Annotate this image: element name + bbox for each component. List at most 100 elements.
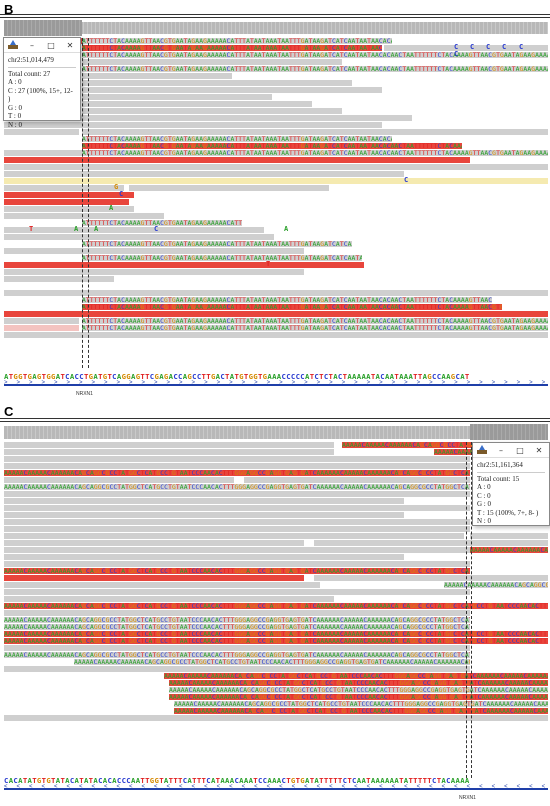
alignment-read[interactable] — [74, 659, 470, 665]
alignment-read[interactable] — [314, 575, 548, 581]
panel-c-coverage-track[interactable] — [4, 426, 548, 439]
alignment-read[interactable] — [82, 115, 412, 121]
popup-titlebar[interactable]: – □ ✕ — [4, 38, 80, 53]
alignment-read[interactable] — [4, 631, 548, 637]
alignment-read[interactable] — [4, 157, 470, 163]
alignment-read[interactable] — [470, 533, 548, 539]
alignment-read[interactable] — [4, 199, 129, 205]
alignment-read[interactable] — [4, 192, 134, 198]
alignment-read[interactable] — [4, 206, 134, 212]
panel-c-reads-track[interactable]: AAAAACAAAAACAAAAAACAGCAGGCGCCTATGGCTCATG… — [4, 442, 548, 762]
panel-c-gene-track[interactable]: <<<<<<<<<<<<<<<<<<<<<<<<<<<<<<<<<<<<<<<<… — [4, 784, 548, 791]
alignment-read[interactable] — [82, 101, 312, 107]
alignment-read[interactable] — [169, 694, 548, 700]
alignment-read[interactable] — [4, 463, 470, 469]
alignment-read[interactable] — [4, 624, 470, 630]
alignment-read[interactable] — [4, 171, 404, 177]
alignment-read[interactable] — [4, 234, 274, 240]
alignment-read[interactable] — [4, 332, 548, 338]
alignment-read[interactable] — [4, 269, 304, 275]
alignment-read[interactable] — [4, 652, 470, 658]
alignment-read[interactable] — [82, 220, 242, 226]
alignment-read[interactable] — [4, 276, 114, 282]
alignment-read[interactable] — [4, 185, 124, 191]
alignment-read[interactable] — [4, 715, 548, 721]
alignment-read[interactable] — [4, 318, 79, 324]
alignment-read[interactable] — [470, 547, 548, 553]
alignment-read[interactable] — [4, 442, 334, 448]
alignment-read[interactable] — [4, 512, 404, 518]
alignment-read[interactable] — [4, 589, 470, 595]
alignment-read[interactable] — [4, 484, 470, 490]
alignment-read[interactable] — [342, 442, 548, 448]
alignment-read[interactable] — [4, 610, 470, 616]
alignment-read[interactable] — [4, 470, 470, 476]
alignment-read[interactable] — [174, 701, 548, 707]
panel-c-popup[interactable]: – □ ✕ chr2:51,161,364 Total count: 15 A … — [472, 442, 550, 526]
alignment-read[interactable] — [82, 325, 548, 331]
alignment-read[interactable] — [82, 52, 548, 58]
panel-c-coverage-track-right[interactable] — [470, 424, 548, 440]
alignment-read[interactable] — [4, 122, 84, 128]
alignment-read[interactable] — [4, 526, 470, 532]
alignment-read[interactable] — [82, 59, 342, 65]
alignment-read[interactable] — [4, 227, 264, 233]
alignment-read[interactable] — [4, 638, 548, 644]
alignment-read[interactable] — [82, 108, 342, 114]
alignment-read[interactable] — [4, 596, 334, 602]
alignment-read[interactable] — [4, 554, 404, 560]
alignment-read[interactable] — [169, 680, 548, 686]
alignment-read[interactable] — [82, 122, 382, 128]
alignment-read[interactable] — [4, 290, 548, 296]
alignment-read[interactable] — [4, 519, 470, 525]
alignment-read[interactable] — [4, 505, 470, 511]
maximize-icon[interactable]: □ — [47, 40, 55, 50]
alignment-read[interactable] — [4, 645, 470, 651]
alignment-read[interactable] — [4, 178, 548, 184]
alignment-read[interactable] — [82, 297, 492, 303]
alignment-read[interactable] — [4, 561, 470, 567]
alignment-read[interactable] — [129, 185, 329, 191]
alignment-read[interactable] — [384, 45, 548, 51]
alignment-read[interactable] — [82, 255, 362, 261]
alignment-read[interactable] — [4, 491, 470, 497]
alignment-read[interactable] — [82, 304, 502, 310]
alignment-read[interactable] — [4, 477, 234, 483]
alignment-read[interactable] — [4, 582, 320, 588]
alignment-read[interactable] — [82, 45, 382, 51]
alignment-read[interactable] — [4, 449, 334, 455]
minimize-icon[interactable]: – — [499, 445, 503, 455]
alignment-read[interactable] — [4, 666, 470, 672]
panel-b-coverage-track[interactable] — [4, 22, 548, 34]
alignment-read[interactable] — [4, 547, 470, 553]
alignment-read[interactable] — [82, 241, 352, 247]
panel-b-reads-track[interactable]: ATTTTTTCTACAAAAGTTAACGTGAATAGAAGAAAAACAT… — [4, 38, 548, 368]
alignment-read[interactable] — [4, 164, 548, 170]
alignment-read[interactable] — [82, 136, 392, 142]
alignment-read[interactable] — [82, 129, 548, 135]
alignment-read[interactable] — [169, 687, 548, 693]
alignment-read[interactable] — [82, 318, 548, 324]
alignment-read[interactable] — [4, 533, 464, 539]
alignment-read[interactable] — [4, 456, 470, 462]
alignment-read[interactable] — [174, 708, 548, 714]
alignment-read[interactable] — [4, 575, 304, 581]
alignment-read[interactable] — [4, 325, 79, 331]
alignment-read[interactable] — [4, 129, 79, 135]
close-icon[interactable]: ✕ — [66, 40, 74, 50]
alignment-read[interactable] — [444, 582, 548, 588]
minimize-icon[interactable]: – — [30, 40, 34, 50]
panel-b-coverage-track-left[interactable] — [4, 20, 82, 36]
alignment-read[interactable] — [4, 498, 404, 504]
alignment-read[interactable] — [4, 617, 470, 623]
alignment-read[interactable] — [314, 540, 548, 546]
alignment-read[interactable] — [4, 568, 470, 574]
alignment-read[interactable] — [82, 80, 352, 86]
maximize-icon[interactable]: □ — [516, 445, 524, 455]
alignment-read[interactable] — [82, 94, 272, 100]
panel-b-popup[interactable]: – □ ✕ chr2:51,014,479 Total count: 27 A … — [3, 37, 81, 129]
alignment-read[interactable] — [164, 673, 548, 679]
alignment-read[interactable] — [4, 540, 304, 546]
alignment-read[interactable] — [4, 311, 548, 317]
panel-b-gene-track[interactable]: >>>>>>>>>>>>>>>>>>>>>>>>>>>>>>>>>>>>>>>>… — [4, 380, 548, 387]
